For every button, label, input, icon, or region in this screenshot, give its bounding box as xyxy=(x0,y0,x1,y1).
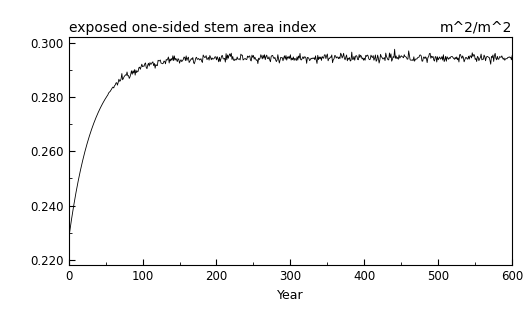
X-axis label: Year: Year xyxy=(277,289,304,302)
Text: m^2/m^2: m^2/m^2 xyxy=(440,20,512,34)
Text: exposed one-sided stem area index: exposed one-sided stem area index xyxy=(69,21,316,35)
